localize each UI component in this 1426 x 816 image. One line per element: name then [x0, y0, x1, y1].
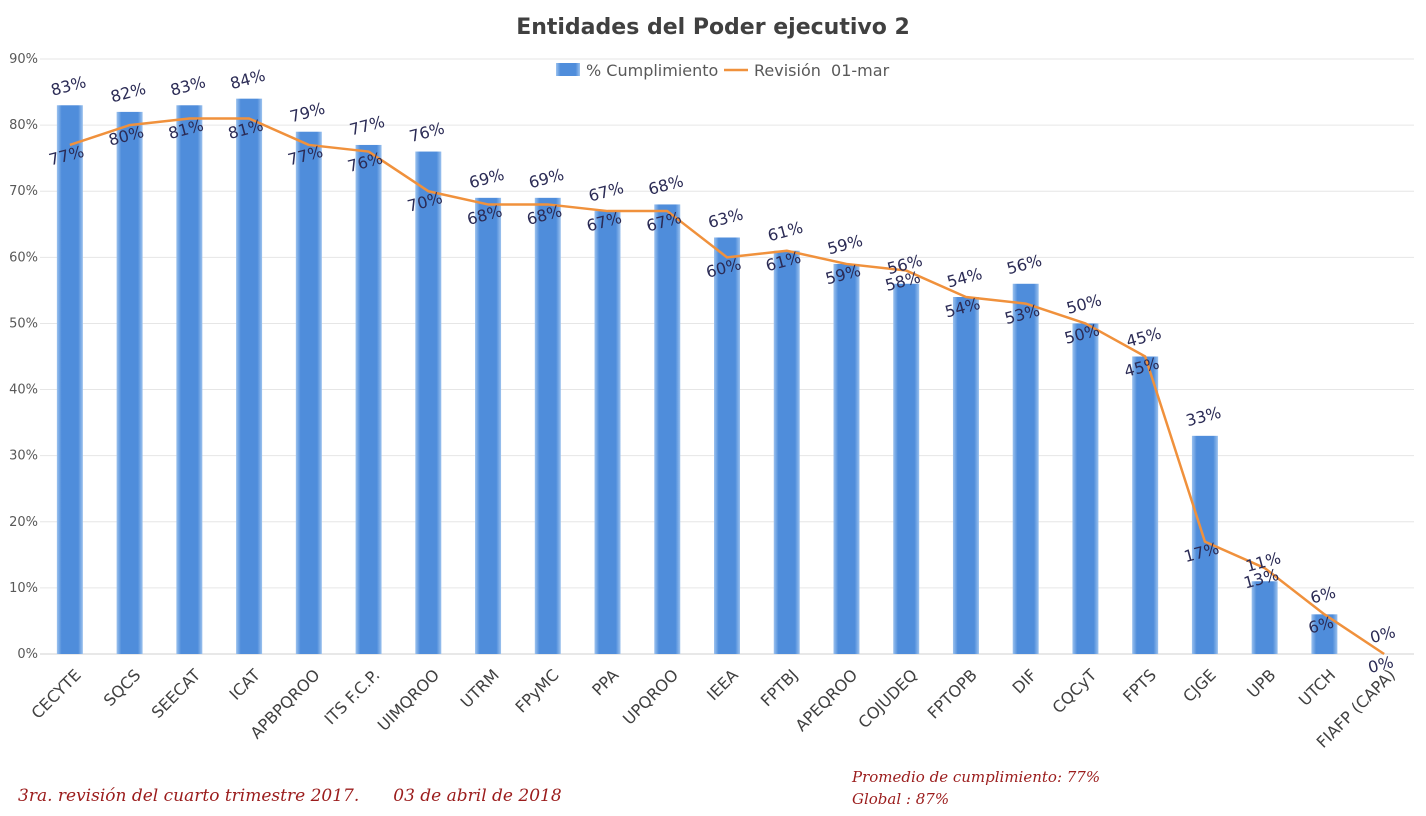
bar-data-label: 79% [288, 99, 327, 127]
bar-series [56, 98, 1338, 655]
x-tick-label: SEECAT [148, 665, 205, 722]
bar [176, 105, 203, 655]
x-tick-label: APEQROO [792, 665, 862, 735]
x-tick-label: UTCH [1295, 665, 1339, 709]
bar-data-label: 77% [348, 112, 387, 140]
x-tick-label: FPTS [1119, 665, 1160, 706]
y-tick-label: 40% [9, 383, 38, 398]
y-axis: 0% 10% 20% 30% 40% 50% 60% 70% 80% 90% [9, 52, 38, 662]
bar [773, 250, 800, 654]
bar [893, 283, 920, 654]
bar [1251, 581, 1278, 654]
chart-title: Entidades del Poder ejecutivo 2 [516, 15, 910, 40]
bar-data-label: 50% [1064, 290, 1103, 318]
y-tick-label: 60% [9, 250, 38, 265]
x-tick-label: UPB [1243, 665, 1279, 701]
x-tick-label: UIMQROO [374, 665, 443, 734]
bar-data-label: 69% [467, 165, 506, 193]
bar [714, 237, 740, 654]
x-tick-label: CQCyT [1049, 665, 1101, 717]
bar [952, 297, 979, 654]
legend-line-label: Revisión 01-mar [754, 61, 890, 80]
bar [355, 144, 382, 654]
line-path [69, 117, 1385, 656]
average-compliance: Promedio de cumplimiento: 77% [852, 768, 1101, 786]
bar-data-label: 67% [586, 178, 625, 206]
bar-data-label: 63% [706, 204, 745, 232]
bar [475, 197, 502, 655]
line-series [69, 117, 1385, 656]
y-tick-label: 10% [9, 581, 38, 596]
bar-data-label: 54% [945, 264, 984, 292]
bar [116, 111, 143, 654]
x-tick-label: COJUDEQ [854, 665, 921, 732]
y-tick-label: 0% [17, 647, 38, 662]
bar-data-label: 6% [1308, 583, 1337, 608]
x-tick-label: UPQROO [619, 665, 682, 728]
footer-summary: Promedio de cumplimiento: 77% Global : 8… [852, 766, 1100, 810]
bar [654, 204, 681, 654]
global-compliance: Global : 87% [852, 790, 950, 808]
x-tick-label: CECYTE [28, 665, 85, 722]
bar [236, 98, 263, 654]
bar [833, 263, 860, 654]
y-tick-label: 20% [9, 515, 38, 530]
x-tick-label: FPyMC [511, 665, 562, 716]
legend-bar-label: % Cumplimiento [586, 61, 718, 80]
bar-data-label: 76% [407, 118, 446, 146]
footer-revision-text: 3ra. revisión del cuarto trimestre 2017. [18, 786, 360, 806]
bar-data-label: 61% [766, 218, 805, 246]
x-tick-label: PPA [588, 665, 622, 699]
x-tick-label: CJGE [1179, 665, 1220, 706]
bar [1012, 283, 1039, 654]
bar [56, 105, 83, 655]
y-tick-label: 90% [9, 52, 38, 67]
bar-data-label: 0% [1368, 622, 1397, 647]
bar-data-label: 83% [49, 72, 88, 100]
x-tick-label: SQCS [100, 665, 145, 710]
bar-data-label: 33% [1184, 403, 1223, 431]
y-tick-label: 70% [9, 184, 38, 199]
bar-data-label: 69% [527, 165, 566, 193]
legend-bar-swatch [556, 63, 580, 76]
x-tick-label: DIF [1009, 665, 1041, 697]
x-tick-label: ICAT [225, 665, 264, 704]
footer-revision-note: 3ra. revisión del cuarto trimestre 2017.… [18, 786, 562, 806]
bar-data-label: 56% [1005, 251, 1044, 279]
bar [1132, 356, 1159, 654]
legend: % Cumplimiento Revisión 01-mar [556, 61, 890, 80]
bar [534, 197, 561, 655]
footer-date: 03 de abril de 2018 [393, 786, 562, 806]
y-tick-label: 30% [9, 449, 38, 464]
bar-data-label: 83% [168, 72, 207, 100]
bar-data-label: 59% [825, 231, 864, 259]
bar [415, 151, 442, 655]
x-tick-label: ITS F.C.P. [320, 665, 383, 728]
bar-data-label: 84% [228, 66, 267, 94]
bar-data-label: 45% [1124, 323, 1163, 351]
bar [1072, 323, 1099, 654]
x-tick-label: FPTOPB [924, 665, 981, 722]
bar-data-label: 68% [646, 171, 685, 199]
y-tick-label: 80% [9, 118, 38, 133]
x-tick-label: IEEA [703, 665, 742, 704]
x-tick-label: FPTBJ [757, 665, 802, 710]
bar-data-label: 82% [109, 79, 148, 107]
y-tick-label: 50% [9, 316, 38, 331]
bar [594, 211, 621, 655]
x-tick-label: UTRM [457, 665, 503, 711]
bar [295, 131, 322, 654]
